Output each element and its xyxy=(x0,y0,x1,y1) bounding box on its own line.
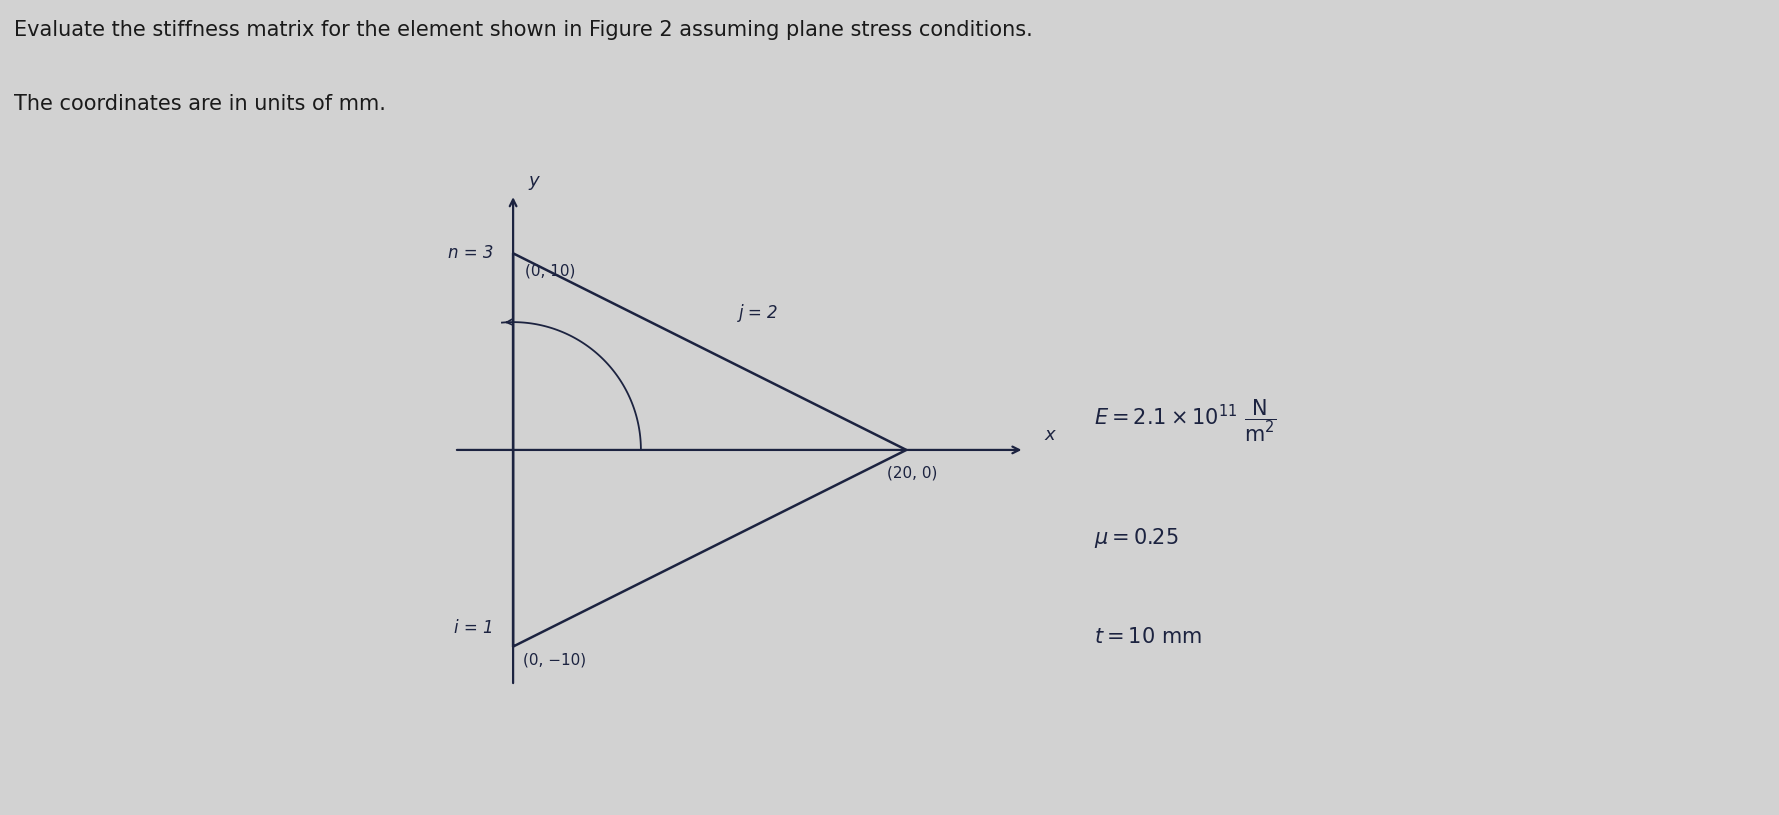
Text: y: y xyxy=(528,173,539,191)
Text: (0, −10): (0, −10) xyxy=(523,653,585,667)
Text: $E = 2.1 \times 10^{11}\ \dfrac{\mathrm{N}}{\mathrm{m}^{2}}$: $E = 2.1 \times 10^{11}\ \dfrac{\mathrm{… xyxy=(1094,398,1277,443)
Text: Evaluate the stiffness matrix for the element shown in Figure 2 assuming plane s: Evaluate the stiffness matrix for the el… xyxy=(14,20,1034,41)
Text: $\mu = 0.25$: $\mu = 0.25$ xyxy=(1094,526,1179,550)
Text: $t = 10\ \mathrm{mm}$: $t = 10\ \mathrm{mm}$ xyxy=(1094,628,1203,647)
Text: i = 1: i = 1 xyxy=(454,619,493,637)
Text: j = 2: j = 2 xyxy=(740,304,779,322)
Text: x: x xyxy=(1044,426,1055,444)
Text: (20, 0): (20, 0) xyxy=(886,465,938,481)
Text: The coordinates are in units of mm.: The coordinates are in units of mm. xyxy=(14,94,386,114)
Text: n = 3: n = 3 xyxy=(448,244,493,262)
Text: (0, 10): (0, 10) xyxy=(525,263,575,278)
